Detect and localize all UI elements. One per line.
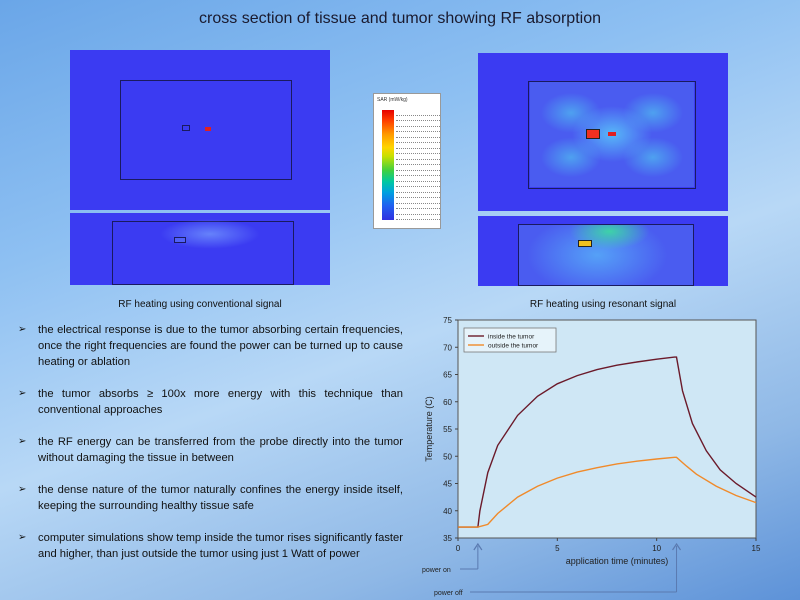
conventional-sim-side-view bbox=[70, 213, 330, 285]
x-tick-label: 15 bbox=[752, 544, 761, 553]
bullet-text: the RF energy can be transferred from th… bbox=[38, 436, 403, 464]
chart-legend bbox=[463, 327, 557, 353]
bullet-item: ➢ the RF energy can be transferred from … bbox=[18, 434, 403, 466]
y-axis-label: Temperature (C) bbox=[424, 396, 434, 462]
conventional-sim-top-view bbox=[70, 50, 330, 210]
y-tick-label: 75 bbox=[443, 316, 452, 325]
y-tick-label: 35 bbox=[443, 534, 452, 543]
arrow-bullet-icon: ➢ bbox=[18, 484, 27, 495]
power-off-label: power off bbox=[434, 590, 463, 597]
series-line-inside-tumor bbox=[458, 356, 757, 528]
tumor-marker bbox=[174, 237, 186, 243]
tumor-marker bbox=[578, 240, 592, 247]
bullet-item: ➢ the tumor absorbs ≥ 100x more energy w… bbox=[18, 386, 403, 418]
arrow-bullet-icon: ➢ bbox=[18, 436, 27, 447]
y-tick-label: 65 bbox=[443, 371, 452, 380]
probe-tip bbox=[608, 132, 616, 136]
legend-title: SAR (mW/kg) bbox=[377, 97, 408, 103]
bullet-text: the electrical response is due to the tu… bbox=[38, 324, 403, 368]
power-on-label: power on bbox=[422, 567, 451, 574]
sar-legend: SAR (mW/kg) bbox=[373, 93, 441, 229]
legend-tick-lines bbox=[396, 110, 440, 220]
x-tick-label: 10 bbox=[652, 544, 661, 553]
tumor-marker bbox=[182, 125, 190, 131]
bullet-item: ➢ computer simulations show temp inside … bbox=[18, 530, 403, 562]
temperature-chart: 35 40 45 50 55 60 65 70 75 0 5 10 15 application time… bbox=[422, 316, 761, 597]
plot-area bbox=[457, 319, 757, 539]
bullet-text: the dense nature of the tumor naturally … bbox=[38, 484, 403, 512]
bullet-item: ➢ the electrical response is due to the … bbox=[18, 322, 403, 370]
color-scale-bar bbox=[382, 110, 394, 220]
series-line-outside-tumor bbox=[458, 456, 757, 528]
resonant-caption: RF heating using resonant signal bbox=[529, 299, 677, 310]
y-tick-label: 55 bbox=[443, 425, 452, 434]
x-tick-label: 0 bbox=[456, 544, 461, 553]
power-off-arrowhead bbox=[672, 542, 682, 551]
arrow-bullet-icon: ➢ bbox=[18, 388, 27, 399]
y-tick-label: 40 bbox=[443, 507, 452, 516]
legend-entry: outside the tumor bbox=[488, 343, 539, 350]
legend-entry: inside the tumor bbox=[488, 334, 535, 341]
y-tick-label: 50 bbox=[443, 452, 452, 461]
resonant-sim-side-view bbox=[478, 216, 728, 286]
conventional-caption: RF heating using conventional signal bbox=[118, 299, 282, 310]
absorption-field bbox=[518, 224, 694, 286]
bullet-list: ➢ the electrical response is due to the … bbox=[18, 322, 403, 578]
y-tick-label: 60 bbox=[443, 398, 452, 407]
slide-title: cross section of tissue and tumor showin… bbox=[199, 10, 601, 27]
arrow-bullet-icon: ➢ bbox=[18, 532, 27, 543]
y-tick-label: 45 bbox=[443, 480, 452, 489]
x-tick-label: 5 bbox=[555, 544, 560, 553]
probe-tip bbox=[205, 127, 211, 131]
bullet-item: ➢ the dense nature of the tumor naturall… bbox=[18, 482, 403, 514]
bullet-text: computer simulations show temp inside th… bbox=[38, 532, 403, 560]
x-axis-label: application time (minutes) bbox=[566, 556, 669, 566]
y-tick-label: 70 bbox=[443, 343, 452, 352]
power-on-arrowhead bbox=[473, 542, 483, 551]
bullet-text: the tumor absorbs ≥ 100x more energy wit… bbox=[38, 388, 403, 416]
tumor-marker bbox=[586, 129, 600, 139]
absorption-glow bbox=[160, 219, 260, 249]
arrow-bullet-icon: ➢ bbox=[18, 324, 27, 335]
resonant-sim-top-view bbox=[478, 53, 728, 211]
